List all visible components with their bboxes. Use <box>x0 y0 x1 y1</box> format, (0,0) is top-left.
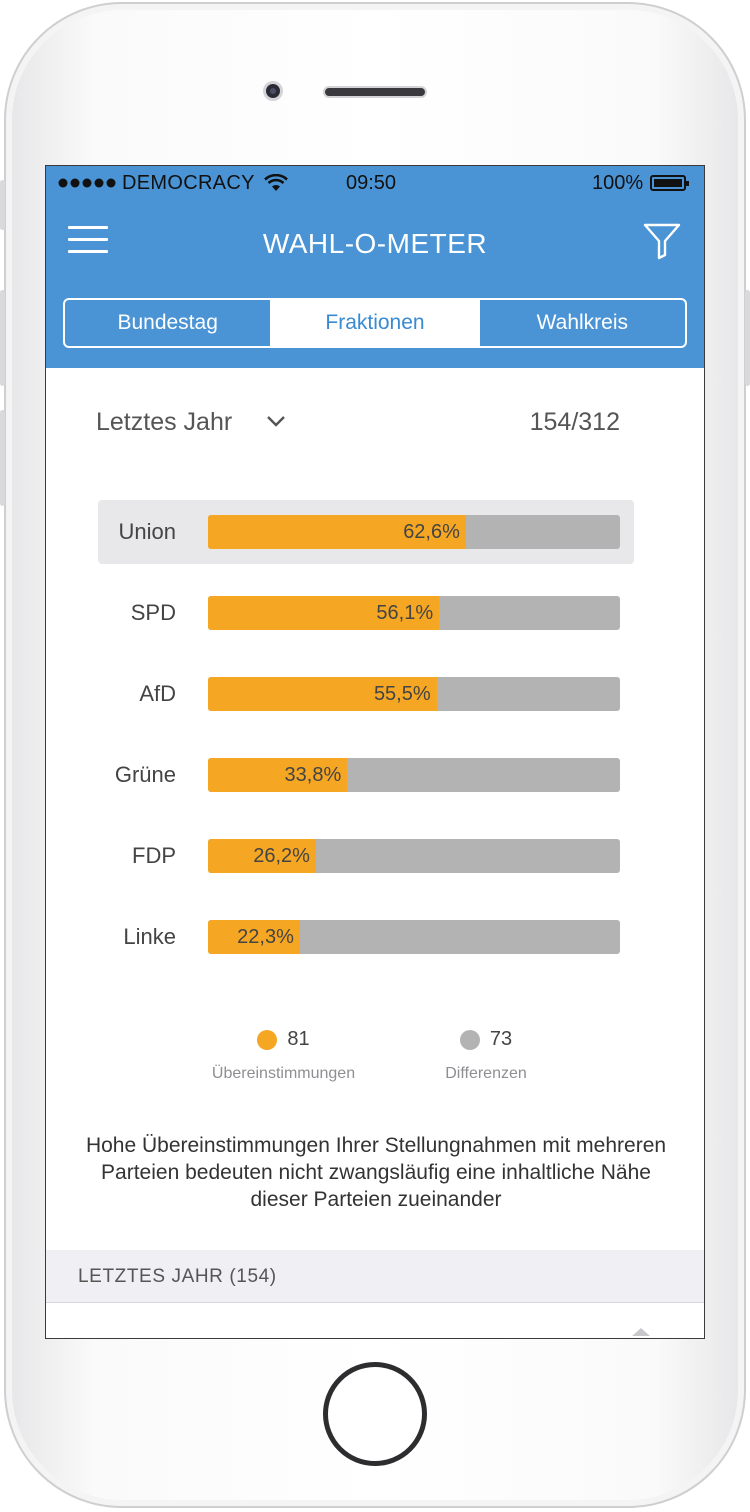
front-camera <box>263 81 283 101</box>
status-time: 09:50 <box>346 172 397 194</box>
section-title: LETZTES JAHR (154) <box>78 1266 277 1287</box>
bar-fill <box>208 839 316 873</box>
bar-fill <box>208 677 437 711</box>
bar-value-label: 33,8% <box>284 764 342 786</box>
app-header: DEMOCRACY 09:50 100% WAHL-O-METER Bundes… <box>46 166 704 368</box>
bar-label: AfD <box>139 681 176 706</box>
battery-percentage: 100% <box>592 172 644 194</box>
chevron-down-icon[interactable] <box>266 414 286 428</box>
section-header: LETZTES JAHR (154) <box>46 1250 704 1303</box>
chart-row-grüne[interactable]: Grüne 33,8% <box>98 743 634 807</box>
volume-down-button <box>0 410 5 506</box>
bar-value-label: 62,6% <box>403 521 460 543</box>
bar-track: 55,5% <box>208 677 620 711</box>
tab-fraktionen[interactable]: Fraktionen <box>270 300 478 346</box>
bar-fill <box>208 920 300 954</box>
bar-label: Grüne <box>114 762 176 787</box>
earpiece-speaker <box>323 86 427 98</box>
bar-fill <box>208 515 466 549</box>
bar-track: 62,6% <box>208 515 620 549</box>
bar-label: Union <box>118 519 176 544</box>
period-dropdown[interactable]: Letztes Jahr <box>96 408 233 436</box>
bar-value-label: 26,2% <box>253 845 310 867</box>
bar-value-label: 22,3% <box>237 926 294 948</box>
scope-tabs: Bundestag Fraktionen Wahlkreis <box>63 298 687 348</box>
signal-dots-icon <box>58 178 116 188</box>
legend-dot-matches <box>257 1029 278 1050</box>
mute-switch <box>0 180 5 230</box>
legend-dot-differences <box>459 1029 480 1050</box>
chart-row-fdp[interactable]: FDP 26,2% <box>98 824 634 888</box>
bar-fill <box>208 758 348 792</box>
bar-fill <box>208 596 440 630</box>
chart-row-linke[interactable]: Linke 22,3% <box>98 905 634 969</box>
volume-up-button <box>0 290 5 386</box>
home-button[interactable] <box>323 1362 427 1466</box>
chart-row-afd[interactable]: AfD 55,5% <box>98 662 634 726</box>
wifi-icon <box>264 174 288 191</box>
legend-value-matches: 81 <box>287 1028 310 1050</box>
bar-label: FDP <box>132 843 176 868</box>
bar-label: Linke <box>123 924 176 949</box>
carrier-name: DEMOCRACY <box>122 172 255 194</box>
status-bar: DEMOCRACY 09:50 100% <box>46 172 704 196</box>
bar-track: 56,1% <box>208 596 620 630</box>
battery-icon <box>650 175 689 191</box>
app-title: WAHL-O-METER <box>262 228 488 259</box>
scroll-caret-icon <box>632 1328 650 1336</box>
disclaimer-text: Hohe Übereinstimmungen Ihrer Stellungnah… <box>85 1134 667 1211</box>
filter-funnel-icon[interactable] <box>642 222 682 260</box>
tab-bundestag[interactable]: Bundestag <box>117 311 218 334</box>
legend-differences: 73 Differenzen <box>421 1028 551 1083</box>
bar-track: 22,3% <box>208 920 620 954</box>
power-button <box>745 290 750 386</box>
vote-count: 154/312 <box>529 408 620 436</box>
bar-value-label: 56,1% <box>376 602 434 624</box>
bar-track: 33,8% <box>208 758 620 792</box>
legend-label-differences: Differenzen <box>445 1065 527 1082</box>
chart-row-union[interactable]: Union 62,6% <box>98 500 634 564</box>
bar-track: 26,2% <box>208 839 620 873</box>
tab-wahlkreis[interactable]: Wahlkreis <box>477 300 685 346</box>
legend-matches: 81 Übereinstimmungen <box>196 1028 371 1083</box>
bar-label: SPD <box>130 600 176 625</box>
bar-value-label: 55,5% <box>373 683 431 705</box>
party-agreement-chart: Union 62,6% SPD 56,1% AfD 55,5% Grüne 33,8% FDP 2… <box>46 500 704 980</box>
hamburger-menu-icon[interactable] <box>68 226 108 256</box>
legend-value-differences: 73 <box>489 1028 513 1050</box>
legend-label-matches: Übereinstimmungen <box>211 1065 356 1082</box>
app-screen: DEMOCRACY 09:50 100% WAHL-O-METER Bundes… <box>45 165 705 1339</box>
chart-row-spd[interactable]: SPD 56,1% <box>98 581 634 645</box>
